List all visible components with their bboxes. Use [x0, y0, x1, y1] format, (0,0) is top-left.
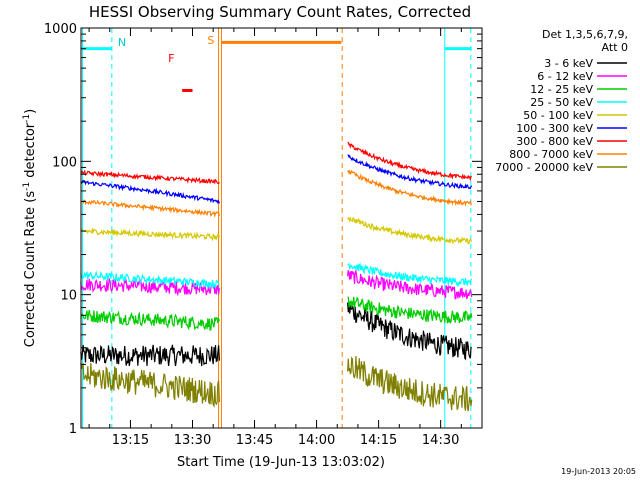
- series-line: [80, 301, 473, 367]
- series-segment: [80, 169, 220, 185]
- series-segment: [80, 179, 220, 205]
- series-segment: [347, 169, 473, 207]
- series-line: [80, 296, 473, 332]
- annotation-s: S: [207, 34, 214, 47]
- y-tick-label: 1: [69, 422, 77, 437]
- y-tick-label: 1000: [44, 22, 77, 37]
- series-segment: [347, 154, 473, 190]
- y-tick-label: 10: [60, 289, 77, 304]
- plot-frame: [80, 27, 483, 429]
- x-tick-label: 13:30: [174, 433, 211, 448]
- plot-area: N F S: [80, 28, 473, 428]
- series-segment: [80, 362, 220, 408]
- annotation-n: N: [118, 36, 126, 49]
- series-line: [80, 169, 473, 219]
- x-tick-label: 14:30: [422, 433, 459, 448]
- x-tick-label: 13:15: [112, 433, 149, 448]
- x-tick-label: 13:45: [236, 433, 273, 448]
- series-segment: [80, 309, 220, 332]
- series-segment: [80, 270, 220, 290]
- series-line: [80, 154, 473, 205]
- legend-label: 25 - 50 keV: [530, 96, 593, 109]
- series-line: [80, 216, 473, 245]
- series-segment: [347, 216, 473, 245]
- series-segment: [347, 301, 473, 361]
- legend-label: 7000 - 20000 keV: [495, 161, 593, 174]
- series-segment: [80, 277, 220, 297]
- legend-label: 6 - 12 keV: [537, 70, 593, 83]
- y-axis-label: Corrected Count Rate (s-1 detector-1): [22, 109, 38, 347]
- legend-label: 300 - 800 keV: [516, 135, 593, 148]
- legend-label: 100 - 300 keV: [516, 122, 593, 135]
- series-line: [80, 269, 473, 300]
- series-segment: [347, 355, 473, 412]
- series-segment: [347, 141, 472, 182]
- chart-title: HESSI Observing Summary Count Rates, Cor…: [89, 3, 471, 21]
- series-segment: [80, 199, 220, 219]
- legend-label: 50 - 100 keV: [523, 109, 593, 122]
- x-tick-label: 14:00: [298, 433, 335, 448]
- series-line: [80, 355, 473, 412]
- footer-date: 19-Jun-2013 20:05: [561, 467, 636, 476]
- legend-header-attenuator: Att 0: [602, 41, 628, 54]
- series-line: [80, 141, 472, 185]
- y-axis-ticks: 1 10 100 1000: [44, 22, 482, 437]
- legend-header-detectors: Det 1,3,5,6,7,9,: [542, 28, 628, 41]
- x-axis-ticks: 13:15 13:30 13:45 14:00 14:15 14:30: [88, 28, 483, 448]
- legend-label: 3 - 6 keV: [544, 57, 593, 70]
- legend-label: 12 - 25 keV: [530, 83, 593, 96]
- x-tick-label: 14:15: [360, 433, 397, 448]
- series-segment: [80, 227, 220, 242]
- series-line: [80, 262, 473, 290]
- annotation-f: F: [168, 52, 174, 65]
- series-segment: [347, 296, 473, 325]
- series-segment: [347, 262, 473, 288]
- x-axis-label: Start Time (19-Jun-13 13:03:02): [177, 455, 385, 470]
- series-segment: [80, 344, 220, 367]
- y-tick-label: 100: [52, 155, 77, 170]
- legend-label: 800 - 7000 keV: [509, 148, 593, 161]
- series-segment: [347, 269, 473, 300]
